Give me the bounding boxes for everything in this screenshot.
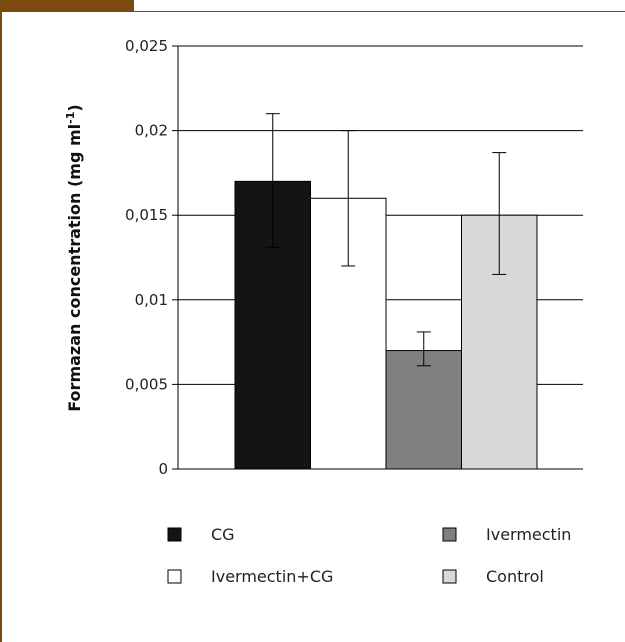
bar-ivermectin bbox=[385, 350, 462, 470]
y-tick-label: 0,025 bbox=[125, 37, 168, 55]
legend-swatch bbox=[442, 527, 457, 542]
y-tick-label: 0,005 bbox=[125, 375, 168, 393]
axes bbox=[177, 46, 583, 470]
frame-top-rule bbox=[0, 11, 625, 12]
legend-label: CG bbox=[211, 525, 235, 544]
legend-label: Ivermectin+CG bbox=[211, 567, 333, 586]
legend-label: Control bbox=[486, 567, 544, 586]
frame-left-rule bbox=[0, 0, 2, 642]
corner-tab-decoration bbox=[0, 0, 134, 12]
error-bars bbox=[265, 113, 507, 367]
y-axis-label: Formazan concentration (mg ml-1) bbox=[64, 104, 84, 411]
y-tick-label: 0,02 bbox=[135, 122, 168, 140]
legend-swatch bbox=[167, 569, 182, 584]
y-tick-labels: 0 0,005 0,01 0,015 0,02 0,025 bbox=[125, 37, 168, 478]
legend: CG Ivermectin Ivermectin+CG Control bbox=[167, 525, 571, 586]
bars bbox=[234, 180, 538, 470]
y-tick-label: 0 bbox=[158, 460, 168, 478]
legend-swatch bbox=[442, 569, 457, 584]
legend-label: Ivermectin bbox=[486, 525, 571, 544]
legend-swatch bbox=[167, 527, 182, 542]
y-tick-label: 0,01 bbox=[135, 291, 168, 309]
y-tick-label: 0,015 bbox=[125, 206, 168, 224]
